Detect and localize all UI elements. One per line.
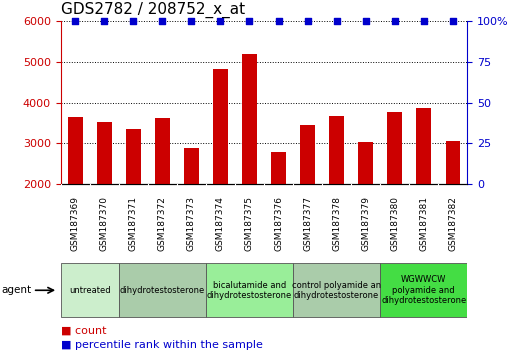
Bar [61,263,119,318]
Point [71,18,80,24]
Bar [68,117,82,266]
Bar [119,263,206,318]
Text: GSM187374: GSM187374 [216,196,225,251]
Text: agent: agent [1,285,31,295]
Bar [271,152,286,266]
Text: GSM187371: GSM187371 [129,196,138,251]
Text: GSM187373: GSM187373 [187,196,196,251]
Point [361,18,370,24]
Point [245,18,254,24]
Text: control polyamide an
dihydrotestosterone: control polyamide an dihydrotestosterone [292,281,381,300]
Bar [380,263,467,318]
Point [303,18,312,24]
Point [187,18,196,24]
Text: ■ percentile rank within the sample: ■ percentile rank within the sample [61,340,262,350]
Bar [184,148,199,266]
Bar [126,129,140,266]
Text: untreated: untreated [69,286,110,295]
Point [333,18,341,24]
Point [216,18,225,24]
Text: GSM187379: GSM187379 [361,196,370,251]
Bar [213,69,228,266]
Point [420,18,428,24]
Bar [359,142,373,266]
Bar [97,122,111,266]
Bar [206,263,293,318]
Bar [329,116,344,266]
Point [100,18,109,24]
Text: GSM187378: GSM187378 [332,196,341,251]
Bar [446,141,460,266]
Point [449,18,457,24]
Bar [300,125,315,266]
Bar [388,112,402,266]
Bar [293,263,380,318]
Text: GSM187372: GSM187372 [158,196,167,251]
Text: bicalutamide and
dihydrotestosterone: bicalutamide and dihydrotestosterone [207,281,292,300]
Text: GSM187377: GSM187377 [303,196,312,251]
Point [391,18,399,24]
Text: GSM187381: GSM187381 [419,196,428,251]
Text: dihydrotestosterone: dihydrotestosterone [120,286,205,295]
Text: GSM187376: GSM187376 [274,196,283,251]
Bar [155,118,169,266]
Text: WGWWCW
polyamide and
dihydrotestosterone: WGWWCW polyamide and dihydrotestosterone [381,275,466,305]
Text: GSM187382: GSM187382 [448,196,457,251]
Point [129,18,138,24]
Text: GDS2782 / 208752_x_at: GDS2782 / 208752_x_at [61,1,245,18]
Text: ■ count: ■ count [61,326,106,336]
Point [275,18,283,24]
Text: GSM187375: GSM187375 [245,196,254,251]
Text: GSM187369: GSM187369 [71,196,80,251]
Point [158,18,167,24]
Text: GSM187380: GSM187380 [390,196,399,251]
Bar [242,54,257,266]
Bar [417,108,431,266]
Text: GSM187370: GSM187370 [100,196,109,251]
